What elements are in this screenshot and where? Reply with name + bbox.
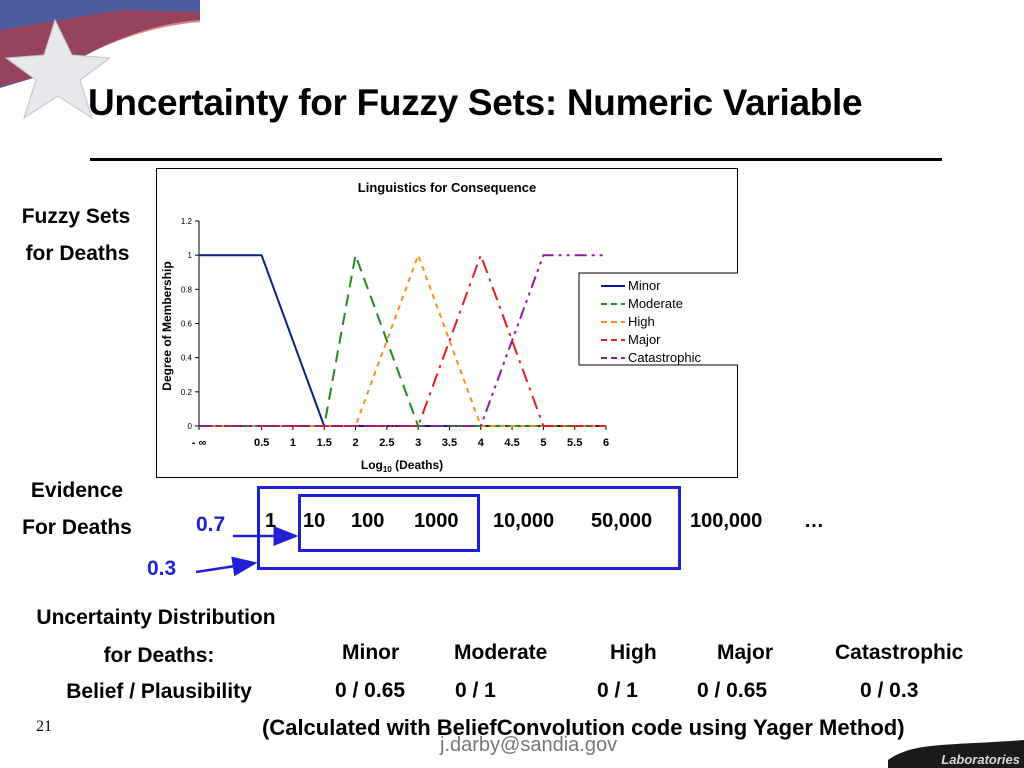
y-tick-label: 0.2 (181, 388, 193, 397)
x-tick-label: 2 (352, 437, 358, 449)
flag-star-logo (0, 0, 200, 120)
series-line-moderate (199, 251, 606, 427)
series-line-major (199, 252, 606, 427)
bel-pl-high: 0 / 1 (597, 679, 638, 702)
logo-text: Laboratories (941, 752, 1020, 767)
belief-plausibility-label: Belief / Plausibility (66, 680, 252, 703)
chart-title: Linguistics for Consequence (358, 180, 536, 195)
y-tick-label: 0 (188, 422, 193, 431)
evidence-value-10: 10 (303, 510, 326, 532)
bel-pl-catastrophic: 0 / 0.3 (860, 679, 919, 702)
calculation-note: (Calculated with BeliefConvolution code … (262, 715, 905, 740)
category-moderate: Moderate (454, 641, 548, 664)
for-deaths-uncertainty-label: for Deaths: (103, 644, 215, 667)
evidence-value-10000: 10,000 (493, 510, 555, 532)
x-axis-label: Log10 (Deaths) (361, 458, 443, 474)
footer-email: j.darby@sandia.gov (440, 734, 618, 756)
x-tick-label: 2.5 (379, 437, 394, 449)
y-axis-label: Degree of Membership (160, 261, 174, 390)
evidence-range-box (257, 486, 681, 570)
page-number: 21 (36, 718, 52, 735)
evidence-value-50000: 50,000 (591, 510, 653, 532)
bel-pl-minor: 0 / 0.65 (335, 679, 406, 702)
evidence-value-100: 100 (351, 510, 385, 532)
x-tick-label: 6 (603, 437, 609, 449)
for-deaths-evidence-label: For Deaths (22, 516, 132, 539)
x-tick-label: - ∞ (192, 437, 207, 449)
evidence-value-ellipsis: … (804, 510, 824, 532)
x-tick-label: 1 (290, 437, 296, 449)
evidence-value-1: 1 (265, 510, 277, 532)
bel-pl-moderate: 0 / 1 (455, 679, 496, 702)
y-tick-label: 1 (188, 251, 193, 260)
category-high: High (610, 641, 657, 664)
y-tick-label: 0.6 (181, 320, 193, 329)
x-tick-label: 5 (540, 437, 546, 449)
legend-label-high: High (628, 314, 655, 329)
legend-label-moderate: Moderate (628, 296, 683, 311)
x-tick-label: 4 (478, 437, 485, 449)
x-tick-label: 4.5 (504, 437, 519, 449)
x-tick-label: 3.5 (442, 437, 457, 449)
x-tick-label: 1.5 (317, 437, 332, 449)
x-tick-label: 0.5 (254, 437, 269, 449)
fuzzy-sets-label: Fuzzy Sets (21, 205, 131, 228)
legend-label-minor: Minor (628, 278, 661, 293)
page-title: Uncertainty for Fuzzy Sets: Numeric Vari… (88, 82, 863, 123)
x-tick-label: 3 (415, 437, 421, 449)
arrow-to-range-box (195, 556, 258, 577)
evidence-value-100000: 100,000 (690, 510, 763, 532)
evidence-weight-high: 0.7 (196, 513, 226, 536)
uncertainty-distribution-label: Uncertainty Distribution (36, 606, 276, 629)
evidence-focal-box (298, 494, 480, 552)
legend-label-catastrophic: Catastrophic (628, 350, 701, 365)
x-tick-label: 5.5 (567, 437, 582, 449)
y-tick-label: 1.2 (181, 217, 193, 226)
series-line-catastrophic (199, 254, 606, 427)
category-major: Major (717, 641, 774, 664)
legend-label-major: Major (628, 332, 661, 347)
evidence-value-1000: 1000 (414, 510, 459, 532)
legend-box (578, 272, 738, 366)
bel-pl-major: 0 / 0.65 (697, 679, 768, 702)
evidence-weight-low: 0.3 (147, 557, 177, 580)
y-tick-label: 0.8 (181, 285, 193, 294)
membership-chart: Linguistics for Consequence 0 0.2 0.4 0.6 0.… (156, 168, 738, 478)
sandia-logo: Laboratories (888, 740, 1024, 768)
category-catastrophic: Catastrophic (835, 641, 964, 664)
evidence-label: Evidence (30, 479, 124, 502)
category-minor: Minor (342, 641, 400, 664)
y-tick-label: 0.4 (181, 354, 193, 363)
for-deaths-label: for Deaths (25, 242, 130, 265)
title-underline (90, 158, 942, 161)
